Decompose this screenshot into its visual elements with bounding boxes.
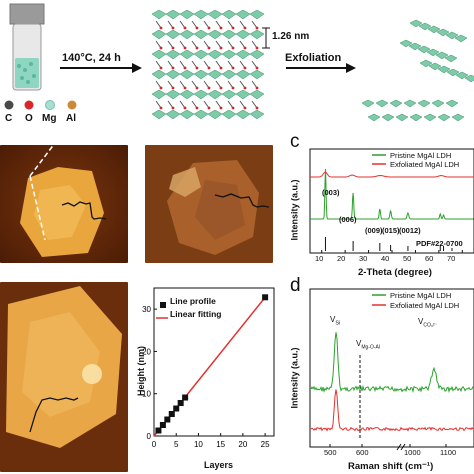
ann-si: VSi <box>330 315 341 327</box>
hl-legend-2: Linear fitting <box>170 309 222 319</box>
raman-xtick-600: 600 <box>356 448 369 457</box>
interlayer-spacing: 1.26 nm <box>272 31 310 42</box>
line-profile-point <box>155 427 162 434</box>
raman-frame <box>309 288 474 448</box>
raman-ylabel: Intensity (a.u.) <box>289 347 300 409</box>
xrd-plot <box>309 148 474 254</box>
arrow-right-icon <box>132 63 142 73</box>
peak-015: (015) <box>382 226 400 235</box>
raman-exfoliated-curve <box>310 389 474 432</box>
hl-legend-1: Line profile <box>170 296 216 306</box>
autoclave-vial-icon <box>9 3 45 91</box>
legend-al: Al <box>66 113 76 124</box>
aluminum-atom-icon <box>67 100 77 110</box>
afm-image-b <box>145 145 273 263</box>
raman-panel: d Pristine MgAl LDH Exfoliated MgAl LDH … <box>286 275 474 474</box>
xrd-xtick-30: 30 <box>359 254 368 263</box>
afm-image-c <box>0 282 128 472</box>
raman-pristine-curve <box>310 332 474 394</box>
raman-xtick-1100: 1100 <box>440 448 457 457</box>
xrd-xtick-70: 70 <box>447 254 456 263</box>
synthesis-schematic: 140°C, 24 h Exfoliation 1.26 nm C O Mg A… <box>0 0 474 135</box>
ann-mg-o-al: VMg-O-Al <box>356 339 380 351</box>
line-profile-point <box>173 405 180 412</box>
legend-square-marker <box>160 302 166 308</box>
raman-xtick-500: 500 <box>324 448 337 457</box>
line-profile-point <box>262 294 269 301</box>
panel-c-letter: c <box>290 131 300 152</box>
hl-xtick-label: 15 <box>216 440 225 449</box>
peak-006: (006) <box>339 215 357 224</box>
dashed-guide-line <box>29 145 55 177</box>
raman-xlabel: Raman shift (cm⁻¹) <box>348 461 434 472</box>
hl-xtick-label: 20 <box>238 440 247 449</box>
axis-break-mark <box>400 443 406 451</box>
xrd-xtick-20: 20 <box>337 254 346 263</box>
height-profile-line <box>214 193 270 208</box>
raman-plot <box>309 288 474 451</box>
line-profile-point <box>182 394 189 401</box>
panel-d-letter: d <box>290 275 301 296</box>
xrd-legend-1: Pristine MgAl LDH <box>390 151 452 160</box>
synthesis-drawing <box>4 3 474 122</box>
arrow-right-icon <box>346 63 356 73</box>
height-layers-chart: 0 5 10 15 20 25 0 10 20 30 Height (nm) Layers Lin… <box>128 282 290 474</box>
exfoliation-label: Exfoliation <box>285 52 342 64</box>
peak-003: (003) <box>322 188 340 197</box>
legend-mg: Mg <box>42 113 57 124</box>
hl-xlabel: Layers <box>204 460 234 470</box>
afm-image-a <box>0 145 128 263</box>
xrd-xlabel: 2-Theta (degree) <box>358 267 432 278</box>
raman-xtick-1000: 1000 <box>404 448 421 457</box>
magnesium-atom-icon <box>45 100 55 110</box>
hl-ylabel: Height (nm) <box>136 346 146 396</box>
synthesis-condition: 140°C, 24 h <box>62 52 121 64</box>
xrd-xtick-10: 10 <box>315 254 324 263</box>
height-layers-plot: 0 5 10 15 20 25 0 10 20 30 <box>142 287 275 449</box>
hl-ytick-label: 10 <box>142 390 151 399</box>
hl-xtick-label: 25 <box>261 440 270 449</box>
raman-legend-1: Pristine MgAl LDH <box>390 291 452 300</box>
hl-ytick-label: 20 <box>142 347 151 356</box>
dashed-guide-line <box>29 175 46 241</box>
height-profile-line <box>61 201 107 220</box>
line-profile-point <box>159 422 166 429</box>
xrd-xtick-40: 40 <box>381 254 390 263</box>
exfoliated-nanosheets <box>361 19 474 122</box>
height-profile-line <box>29 397 79 433</box>
xrd-xtick-60: 60 <box>425 254 434 263</box>
xrd-panel: c Pristine MgAl LDH Exfoliated MgAl LDH … <box>286 131 474 278</box>
carbon-atom-icon <box>4 100 14 110</box>
pdf-reference: PDF#22-0700 <box>416 239 463 248</box>
oxygen-atom-icon <box>24 100 34 110</box>
layered-ldh-structure <box>151 9 265 120</box>
legend-o: O <box>25 113 33 124</box>
xrd-legend-2: Exfoliated MgAl LDH <box>390 160 460 169</box>
xrd-xtick-50: 50 <box>403 254 412 263</box>
raman-legend-2: Exfoliated MgAl LDH <box>390 301 460 310</box>
line-profile-point <box>168 411 175 418</box>
hl-xtick-label: 10 <box>194 440 203 449</box>
hl-xtick-label: 0 <box>152 440 157 449</box>
peak-009: (009) <box>365 226 383 235</box>
legend-c: C <box>5 113 13 124</box>
xrd-ylabel: Intensity (a.u.) <box>289 179 300 241</box>
line-profile-point <box>164 416 171 423</box>
xrd-exfoliated-curve <box>310 171 474 178</box>
hl-ytick-label: 0 <box>147 432 152 441</box>
ann-co3: VCO₃²⁻ <box>418 317 438 329</box>
line-profile-point <box>177 400 184 407</box>
axis-break-mark <box>396 443 402 451</box>
peak-0012: (0012) <box>399 226 421 235</box>
xrd-pristine-curve <box>310 168 474 220</box>
hl-xtick-label: 5 <box>174 440 179 449</box>
hl-ytick-label: 30 <box>142 305 151 314</box>
atom-legend <box>4 100 77 110</box>
